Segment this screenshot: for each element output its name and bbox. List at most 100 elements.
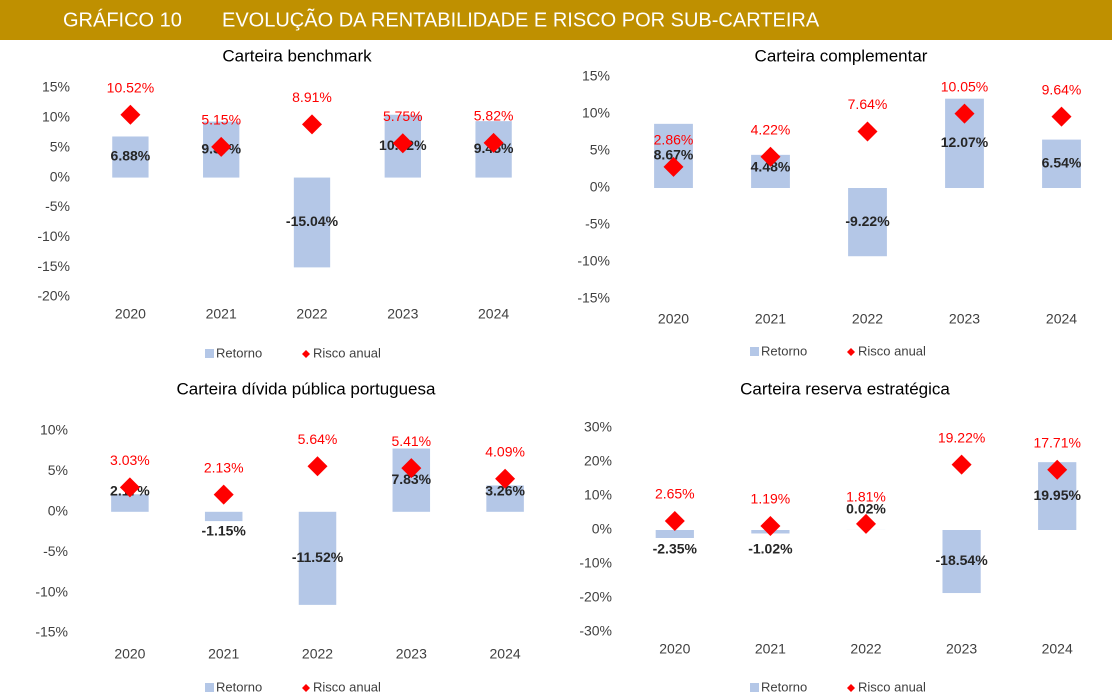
y-tick-label: 15%	[582, 68, 610, 84]
bar	[848, 188, 887, 257]
y-tick-label: -20%	[579, 589, 612, 605]
risk-value-label: 4.09%	[485, 443, 525, 459]
risk-marker	[483, 132, 504, 153]
bar-value-label: 12.07%	[941, 134, 989, 150]
y-tick-label: 10%	[582, 105, 610, 121]
x-tick-label: 2020	[115, 306, 146, 322]
x-tick-label: 2020	[659, 641, 690, 657]
y-tick-label: -5%	[43, 543, 68, 559]
x-tick-label: 2024	[1046, 311, 1077, 327]
risk-value-label: 10.05%	[941, 78, 988, 94]
y-tick-label: 10%	[584, 487, 612, 503]
bar	[654, 123, 693, 188]
y-tick-label: 20%	[584, 453, 612, 469]
bar	[293, 177, 331, 268]
y-tick-label: -5%	[585, 216, 610, 232]
bar-value-label: 4.48%	[751, 159, 791, 175]
risk-marker	[302, 114, 322, 135]
risk-value-label: 5.64%	[298, 431, 338, 447]
legend-swatch	[205, 683, 214, 692]
x-tick-label: 2022	[850, 641, 881, 657]
bar-value-label: 6.54%	[1042, 155, 1082, 171]
y-tick-label: 0%	[50, 168, 70, 184]
risk-value-label: 2.13%	[204, 459, 244, 475]
risk-marker	[392, 133, 413, 154]
legend-label: Risco anual	[313, 679, 381, 694]
bar	[298, 511, 337, 605]
x-tick-label: 2024	[490, 646, 521, 662]
risk-marker	[1047, 459, 1068, 480]
y-tick-label: 15%	[42, 79, 70, 95]
bar-value-label: 19.95%	[1033, 487, 1081, 503]
risk-marker	[1051, 106, 1072, 127]
risk-value-label: 17.71%	[1033, 434, 1080, 450]
bar-value-label: -11.52%	[292, 549, 344, 565]
x-tick-label: 2024	[478, 306, 509, 322]
bar-value-label: -1.15%	[202, 523, 247, 539]
risk-value-label: 5.41%	[391, 433, 431, 449]
x-tick-label: 2022	[296, 306, 327, 322]
legend-label: Retorno	[216, 345, 262, 360]
header-bar	[0, 0, 1112, 40]
y-tick-label: 10%	[42, 109, 70, 125]
legend-label: Retorno	[761, 343, 807, 358]
bar-value-label: 8.67%	[654, 147, 694, 163]
bar-value-label: -15.04%	[286, 213, 339, 229]
y-tick-label: 5%	[590, 142, 610, 158]
bar	[942, 530, 981, 594]
x-tick-label: 2023	[946, 641, 977, 657]
legend-swatch	[750, 683, 759, 692]
risk-value-label: 9.64%	[1042, 81, 1082, 97]
risk-marker	[856, 513, 876, 534]
x-tick-label: 2023	[387, 306, 418, 322]
x-tick-label: 2020	[114, 646, 145, 662]
risk-marker	[213, 484, 234, 505]
risk-marker	[954, 103, 975, 124]
x-tick-label: 2023	[396, 646, 427, 662]
y-tick-label: 30%	[584, 419, 612, 435]
x-tick-label: 2021	[755, 641, 786, 657]
risk-marker	[664, 510, 685, 531]
legend-swatch	[847, 348, 855, 356]
y-tick-label: -10%	[579, 555, 612, 571]
risk-marker	[760, 146, 781, 167]
bar-value-label: -2.35%	[653, 541, 698, 557]
risk-value-label: 4.22%	[751, 121, 791, 137]
bar-value-label: -18.54%	[936, 552, 989, 568]
risk-value-label: 2.86%	[654, 132, 694, 148]
chart-title: Carteira dívida pública portuguesa	[177, 379, 436, 398]
y-tick-label: -15%	[35, 624, 68, 640]
risk-value-label: 1.81%	[846, 489, 886, 505]
bar	[112, 136, 149, 178]
y-tick-label: 10%	[40, 422, 68, 438]
x-tick-label: 2024	[1042, 641, 1073, 657]
x-tick-label: 2023	[949, 311, 980, 327]
legend-label: Retorno	[216, 679, 262, 694]
bar-value-label: 0.02%	[846, 501, 886, 517]
y-tick-label: 5%	[50, 138, 70, 154]
x-tick-label: 2021	[755, 311, 786, 327]
bar-value-label: -1.02%	[748, 541, 793, 557]
legend-swatch	[750, 347, 759, 356]
y-tick-label: 5%	[48, 462, 68, 478]
y-tick-label: -30%	[579, 623, 612, 639]
y-tick-label: -15%	[37, 258, 70, 274]
y-tick-label: -20%	[37, 288, 70, 304]
risk-marker	[119, 477, 140, 498]
risk-marker	[857, 121, 878, 142]
chart-title: Carteira benchmark	[222, 46, 372, 65]
legend-swatch	[302, 350, 310, 358]
risk-marker	[307, 456, 328, 477]
x-tick-label: 2022	[852, 311, 883, 327]
risk-marker	[211, 136, 232, 157]
bar	[1042, 139, 1081, 188]
y-tick-label: 0%	[592, 521, 612, 537]
risk-value-label: 2.65%	[655, 486, 695, 502]
risk-value-label: 10.52%	[107, 79, 154, 95]
y-tick-label: -10%	[577, 253, 610, 269]
x-tick-label: 2020	[658, 311, 689, 327]
legend-swatch	[302, 684, 310, 692]
risk-value-label: 5.75%	[383, 108, 423, 124]
